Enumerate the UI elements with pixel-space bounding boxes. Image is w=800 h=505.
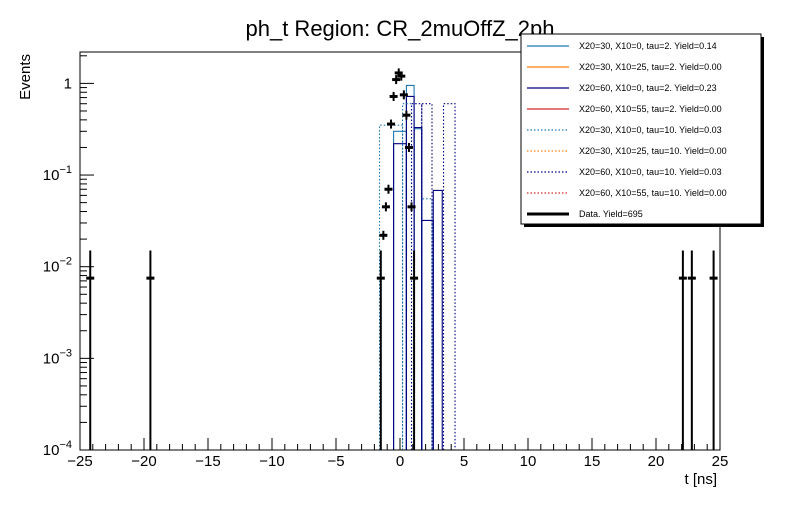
x-tick-label: −25 <box>67 453 92 470</box>
hist-bin <box>432 189 443 450</box>
y-axis: 10−410−310−210−11 <box>43 55 94 459</box>
legend-entry: Data. Yield=695 <box>527 209 643 219</box>
legend-label: X20=60, X10=55, tau=2. Yield=0.00 <box>579 104 722 114</box>
legend-label: X20=30, X10=25, tau=10. Yield=0.00 <box>579 146 727 156</box>
legend-label: Data. Yield=695 <box>579 209 643 219</box>
hist-bin <box>410 103 423 450</box>
legend-label: X20=30, X10=25, tau=2. Yield=0.00 <box>579 62 722 72</box>
plot-area <box>86 68 718 450</box>
legend-box <box>520 33 762 225</box>
x-tick-label: 10 <box>520 453 537 470</box>
hist-bin <box>421 198 433 450</box>
legend-entry: X20=30, X10=25, tau=2. Yield=0.00 <box>527 62 722 72</box>
legend-entry: X20=30, X10=0, tau=10. Yield=0.03 <box>527 125 722 135</box>
hist-bin <box>402 103 413 450</box>
hist-bin <box>421 103 433 450</box>
x-tick-label: −20 <box>131 453 156 470</box>
legend-entry: X20=60, X10=0, tau=2. Yield=0.23 <box>527 83 717 93</box>
x-tick-label: 20 <box>648 453 665 470</box>
legend-label: X20=30, X10=0, tau=2. Yield=0.14 <box>579 41 717 51</box>
legend-label: X20=30, X10=0, tau=10. Yield=0.03 <box>579 125 722 135</box>
data-series <box>86 68 718 450</box>
legend-label: X20=60, X10=0, tau=2. Yield=0.23 <box>579 83 717 93</box>
x-tick-label: −15 <box>195 453 220 470</box>
legend-entry: X20=30, X10=0, tau=2. Yield=0.14 <box>527 41 717 51</box>
legend: X20=30, X10=0, tau=2. Yield=0.14 X20=30, … <box>520 33 764 227</box>
x-tick-label: 15 <box>584 453 601 470</box>
series-6 <box>410 103 456 450</box>
x-axis-label: t [ns] <box>684 471 717 488</box>
axes: −25 −20 −15 −10 −5 0 5 10 15 20 25 10−410−310−210−1… <box>43 51 728 470</box>
legend-entry: X20=60, X10=55, tau=10. Yield=0.00 <box>527 188 727 198</box>
legend-label: X20=60, X10=55, tau=10. Yield=0.00 <box>579 188 727 198</box>
x-axis: −25 −20 −15 −10 −5 0 5 10 15 20 25 <box>67 438 728 470</box>
legend-entry: X20=60, X10=55, tau=2. Yield=0.00 <box>527 104 722 114</box>
x-tick-label: 0 <box>396 453 404 470</box>
legend-label: X20=60, X10=0, tau=10. Yield=0.03 <box>579 167 722 177</box>
y-axis-label: Events <box>17 54 34 100</box>
y-tick-label: 1 <box>64 75 72 92</box>
legend-entry: X20=30, X10=25, tau=10. Yield=0.00 <box>527 146 727 156</box>
x-tick-label: −5 <box>327 453 344 470</box>
x-tick-label: 5 <box>460 453 468 470</box>
legend-entry: X20=60, X10=0, tau=10. Yield=0.03 <box>527 167 722 177</box>
chart-title: ph_t Region: CR_2muOffZ_2ph <box>246 16 555 41</box>
x-tick-label: 25 <box>712 453 729 470</box>
x-tick-label: −10 <box>259 453 284 470</box>
